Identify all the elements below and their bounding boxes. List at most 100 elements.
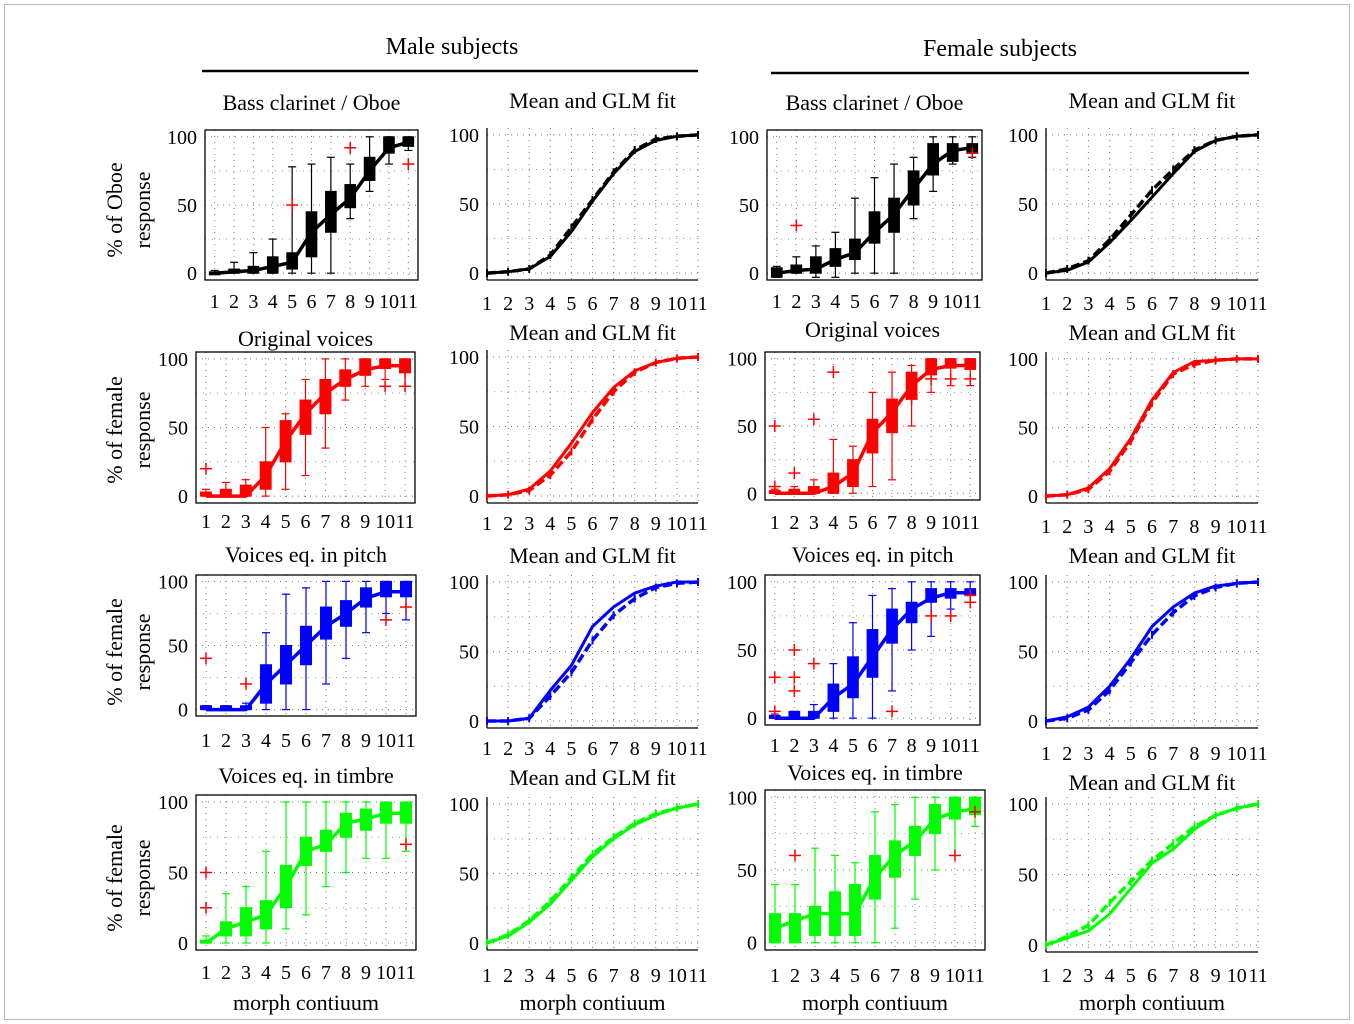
panel-14: Mean and GLM fit 0 50 100 1 2 3 4 5 6 7 8 9 10 11 morph… <box>449 765 708 1015</box>
panel-4-xtick-label: 1 <box>1041 293 1051 315</box>
panel-3-xtick-label: 4 <box>830 291 840 313</box>
panel-12-ytick-label: 0 <box>1028 711 1038 733</box>
panel-11-xtick-label: 3 <box>809 735 819 757</box>
panel-5-xtick-label: 5 <box>281 511 291 533</box>
panel-13-outlier <box>200 901 212 914</box>
panel-15-outlier <box>969 805 981 818</box>
panel-13-outlier <box>400 838 412 851</box>
panel-5-box <box>199 491 212 497</box>
panel-14-xtick-label: 1 <box>482 965 492 987</box>
panel-10-ytick-label: 50 <box>459 642 479 664</box>
panel-8-xtick-label: 8 <box>1189 516 1199 538</box>
panel-15-box <box>949 796 961 820</box>
panel-13-xlabel: morph contiuum <box>233 990 379 1015</box>
panel-4-ytick-label: 50 <box>1018 194 1038 216</box>
panel-11-xtick-label: 8 <box>907 735 917 757</box>
panel-13-xtick-label: 8 <box>341 962 351 984</box>
panel-12: Mean and GLM fit 0 50 100 1 2 3 4 5 6 7 8 9 10 11 <box>1008 543 1268 765</box>
panel-1-xtick-label: 4 <box>268 291 278 313</box>
panel-9-title: Voices eq. in pitch <box>225 542 387 567</box>
row-ylabel-1: % of Oboe response <box>102 162 155 257</box>
panel-5-xtick-label: 11 <box>395 511 414 533</box>
panel-1-xtick-label: 10 <box>379 291 399 313</box>
panel-11-axes-frame <box>764 574 981 726</box>
panel-13: Voices eq. in timbre 0 50 100 1 2 3 4 5 6 7 8 9 10 11 m… <box>158 763 417 1015</box>
panel-15-title: Voices eq. in timbre <box>787 760 963 785</box>
panel-15-xtick-label: 10 <box>945 965 965 987</box>
panel-2-xtick-label: 8 <box>630 293 640 315</box>
panel-1-xtick-label: 2 <box>229 291 239 313</box>
panel-5-ytick-label: 100 <box>158 349 188 371</box>
panel-12-xtick-label: 2 <box>1062 743 1072 765</box>
panel-1-xtick-label: 8 <box>345 291 355 313</box>
panel-7-box <box>944 358 957 369</box>
panel-12-xtick-label: 3 <box>1083 743 1093 765</box>
panel-15-xlabel: morph contiuum <box>802 990 948 1015</box>
panel-7-outlier <box>944 372 957 385</box>
panel-7-median-line <box>774 363 971 496</box>
panel-16-xtick-label: 11 <box>1248 965 1267 987</box>
panel-16-ytick-label: 100 <box>1008 794 1038 816</box>
panel-16-ytick-label: 50 <box>1018 865 1038 887</box>
panel-7-outlier <box>905 393 918 406</box>
panel-7-outlier <box>925 372 938 385</box>
panel-5-box <box>379 358 392 369</box>
panel-7-xtick-label: 3 <box>809 512 819 534</box>
panel-15-xtick-label: 3 <box>810 965 820 987</box>
panel-14-xlabel: morph contiuum <box>519 990 665 1015</box>
panel-15-xtick-label: 8 <box>910 965 920 987</box>
panel-7-outlier <box>807 413 820 426</box>
panel-12-xtick-label: 7 <box>1168 743 1178 765</box>
panel-14-xtick-label: 4 <box>545 965 555 987</box>
panel-1-title: Bass clarinet / Oboe <box>223 90 401 115</box>
panel-11-outlier <box>925 609 938 622</box>
panel-9-xtick-label: 5 <box>281 730 291 752</box>
panel-13-ytick-label: 100 <box>158 792 188 814</box>
panel-7-xtick-label: 4 <box>828 512 838 534</box>
panel-8-xtick-label: 6 <box>1147 516 1157 538</box>
panel-7: Original voices 0 50 100 1 2 3 4 5 6 7 8 9 10 11 <box>727 317 981 534</box>
panel-13-ytick-label: 50 <box>168 863 188 885</box>
panel-5-xtick-label: 10 <box>375 511 395 533</box>
panel-4-ytick-label: 0 <box>1028 263 1038 285</box>
panel-5-ytick-label: 0 <box>178 486 188 508</box>
panel-12-ytick-label: 100 <box>1008 572 1038 594</box>
panel-4-xtick-label: 8 <box>1189 293 1199 315</box>
panel-2-title: Mean and GLM fit <box>509 88 676 113</box>
panel-7-ytick-label: 50 <box>737 416 757 438</box>
panel-11-outlier <box>768 705 781 718</box>
panel-5-xtick-label: 4 <box>261 511 271 533</box>
panel-12-xtick-label: 6 <box>1147 743 1157 765</box>
panel-11-ytick-label: 50 <box>737 640 757 662</box>
panel-3-xtick-label: 11 <box>963 291 982 313</box>
panel-15-xtick-label: 4 <box>830 965 840 987</box>
panel-6-xtick-label: 8 <box>630 513 640 535</box>
panel-16-xtick-label: 5 <box>1126 965 1136 987</box>
panel-4-xtick-label: 2 <box>1062 293 1072 315</box>
panel-8: Mean and GLM fit 0 50 100 1 2 3 4 5 6 7 8 9 10 11 <box>1008 320 1268 538</box>
panel-3-xtick-label: 9 <box>928 291 938 313</box>
panel-11-xtick-label: 11 <box>961 735 980 757</box>
panel-13-ytick-label: 0 <box>178 933 188 955</box>
panel-2-ytick-label: 100 <box>449 125 479 147</box>
panel-11-title: Voices eq. in pitch <box>791 542 953 567</box>
panel-10-xtick-label: 5 <box>566 738 576 760</box>
panel-7-outlier <box>827 366 840 379</box>
panel-9-xtick-label: 4 <box>261 730 271 752</box>
figure-border <box>4 4 1350 1020</box>
panel-15-median-line <box>774 807 976 930</box>
panel-7-xtick-label: 10 <box>941 512 961 534</box>
panel-16-xtick-label: 8 <box>1189 965 1199 987</box>
panel-2-xtick-label: 4 <box>545 293 555 315</box>
panel-7-outlier <box>788 467 801 480</box>
panel-12-xtick-label: 11 <box>1248 743 1267 765</box>
panel-15-xtick-label: 7 <box>890 965 900 987</box>
panel-6-xtick-label: 6 <box>588 513 598 535</box>
panel-15-xtick-label: 5 <box>850 965 860 987</box>
panel-15-xtick-label: 6 <box>870 965 880 987</box>
panel-11: Voices eq. in pitch 0 50 100 1 2 3 4 5 6 7 8 9 10 11 <box>727 542 981 757</box>
row-ylabel-line2: response <box>130 614 155 691</box>
panel-9-median-line <box>206 589 406 712</box>
panel-16-xtick-label: 3 <box>1083 965 1093 987</box>
